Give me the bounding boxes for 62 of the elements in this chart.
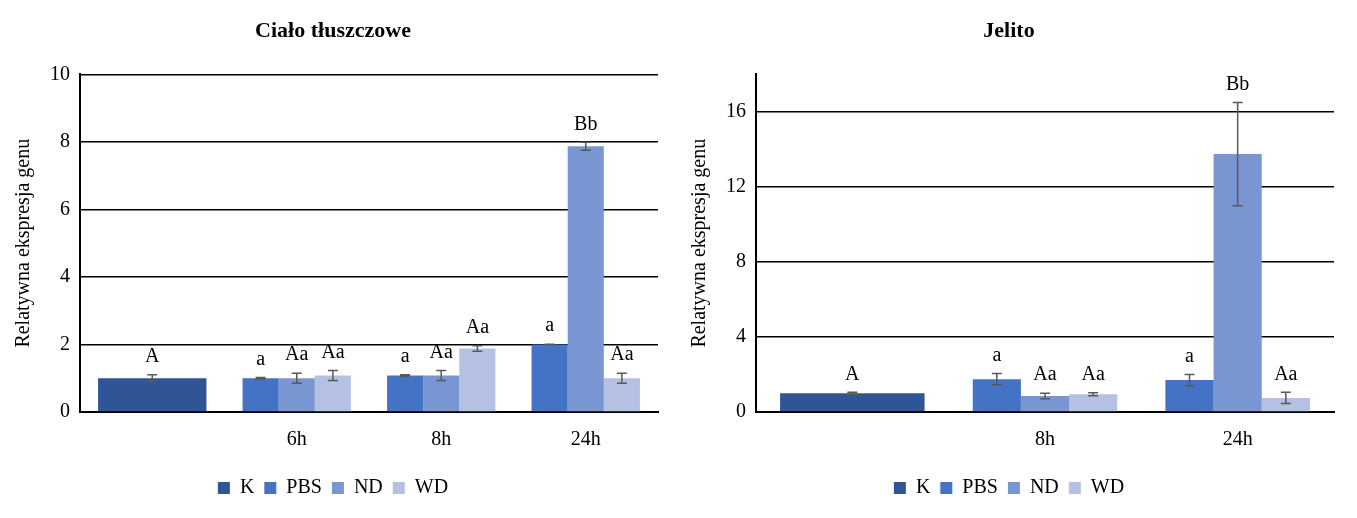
x-tick-label: 8h (431, 427, 452, 450)
y-tick-label: 0 (60, 399, 70, 422)
x-tick-label: 8h (1035, 427, 1055, 450)
data-label: Aa (321, 339, 345, 362)
bar (314, 375, 351, 412)
legend-label: ND (1029, 475, 1059, 498)
data-label: Aa (285, 342, 309, 365)
bar (567, 146, 604, 412)
y-tick-label: 8 (736, 249, 746, 272)
bar (972, 379, 1021, 412)
y-axis-title: Relatywna ekspresja genu (11, 138, 35, 348)
data-label: a (256, 346, 266, 369)
bar (1069, 394, 1118, 412)
data-label: a (545, 313, 555, 336)
bar (1261, 397, 1310, 412)
legend-label: WD (1090, 475, 1125, 498)
y-tick-label: 2 (60, 331, 70, 354)
data-label: a (1185, 343, 1195, 366)
data-label: Aa (429, 339, 454, 362)
bar (459, 348, 496, 412)
bar (780, 393, 925, 412)
data-label: Aa (1033, 362, 1057, 385)
data-label: A (845, 361, 861, 384)
data-label: Aa (1274, 361, 1298, 384)
data-label: a (992, 342, 1002, 365)
data-label: A (145, 344, 161, 367)
legend-label: PBS (962, 475, 998, 498)
x-tick-label: 24h (1222, 427, 1253, 450)
bar (603, 378, 640, 412)
y-tick-label: 8 (60, 129, 70, 152)
bar (1165, 380, 1214, 412)
chart-title: Jelito (983, 16, 1035, 42)
data-label: Bb (1225, 71, 1250, 94)
legend-label: K (239, 475, 255, 498)
bar (1213, 154, 1262, 412)
legend-label: K (915, 475, 931, 498)
x-tick-label: 6h (286, 427, 307, 450)
y-tick-label: 12 (726, 174, 746, 197)
legend-label: PBS (286, 475, 322, 498)
bar (1020, 396, 1070, 412)
data-label: Aa (610, 342, 634, 365)
bar (242, 378, 279, 412)
bar (531, 344, 568, 412)
legend-label: WD (414, 475, 449, 498)
data-label: Aa (465, 315, 490, 338)
bar (98, 378, 207, 412)
y-tick-label: 16 (726, 99, 746, 122)
y-tick-label: 4 (736, 324, 746, 347)
y-tick-label: 10 (50, 61, 70, 84)
bar (387, 375, 424, 412)
y-tick-label: 6 (60, 196, 70, 219)
y-tick-label: 0 (736, 399, 746, 422)
data-label: a (400, 344, 410, 367)
data-label: Bb (574, 111, 598, 134)
bar (423, 375, 460, 412)
x-tick-label: 24h (570, 427, 601, 450)
y-axis-title: Relatywna ekspresja genu (687, 138, 711, 348)
bar (278, 378, 315, 412)
legend-label: ND (353, 475, 383, 498)
y-tick-label: 4 (60, 264, 70, 287)
data-label: Aa (1081, 361, 1105, 384)
chart-title: Ciało tłuszczowe (255, 16, 412, 42)
